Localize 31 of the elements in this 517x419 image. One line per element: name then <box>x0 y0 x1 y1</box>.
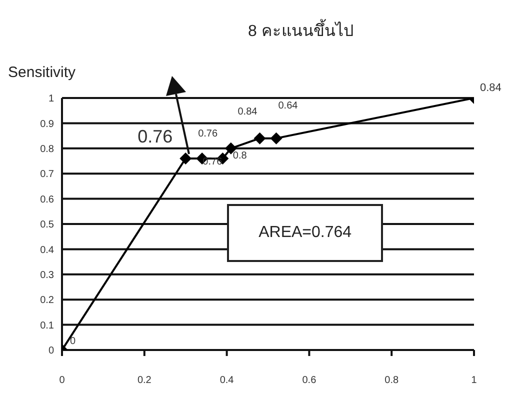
text-box: AREA=0.764 <box>226 204 384 262</box>
y-axis-title: Sensitivity <box>8 64 76 81</box>
x-tick-label: 0.4 <box>220 375 234 386</box>
y-tick-label: 1 <box>48 94 54 105</box>
point <box>270 132 282 144</box>
annotation: 0.76 <box>198 128 218 140</box>
y-tick-label: 0.7 <box>40 169 54 180</box>
x-tick-label: 0 <box>59 375 66 386</box>
x-tick-label: 0.2 <box>137 375 152 386</box>
annotation: 0.84 <box>480 82 502 94</box>
annotation: 0.84 <box>238 106 258 118</box>
y-tick-label: 0.3 <box>40 270 54 281</box>
x-tick-label: 0.6 <box>302 375 317 386</box>
y-tick-label: 0.4 <box>40 244 54 256</box>
y-tick-label: 0.5 <box>40 220 54 231</box>
annotation: 0 <box>70 336 76 347</box>
annotation: 0.76 <box>202 156 223 168</box>
annotation: 0.76 <box>138 126 173 146</box>
y-tick-label: 0.9 <box>40 118 54 130</box>
text: 8 คะแนนขึ้นไป <box>248 18 354 42</box>
annotation: 0.64 <box>278 100 298 112</box>
y-tick-label: 0.8 <box>40 144 54 155</box>
x-tick-label: 1 <box>471 375 478 386</box>
y-tick-label: 0 <box>48 346 54 357</box>
annotation: 0.8 <box>232 150 248 162</box>
y-tick-label: 0.2 <box>40 295 54 306</box>
y-tick-label: 0.1 <box>40 320 54 332</box>
point <box>180 152 192 164</box>
x-tick-label: 0.8 <box>384 375 399 386</box>
y-tick-label: 0.6 <box>40 194 54 206</box>
point <box>254 132 266 144</box>
